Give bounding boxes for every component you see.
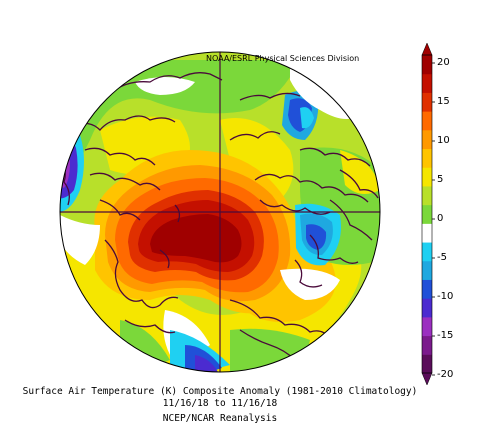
coastlines bbox=[60, 72, 379, 361]
colorbar-cell bbox=[422, 279, 432, 299]
colorbar-tick-label: 20 bbox=[437, 57, 450, 68]
colorbar-tick-label: -20 bbox=[437, 369, 454, 380]
caption-dates: 11/16/18 to 11/16/18 bbox=[162, 398, 278, 409]
colorbar-cell bbox=[422, 354, 432, 374]
colorbar-tick-label: 5 bbox=[437, 174, 444, 185]
colorbar-cell bbox=[422, 242, 432, 262]
colorbar-cell bbox=[422, 167, 432, 187]
colorbar-cell bbox=[422, 73, 432, 93]
colorbar-tick-label: -15 bbox=[437, 330, 454, 341]
credit-label: NOAA/ESRL Physical Sciences Division bbox=[206, 54, 360, 63]
map-boundary-circle bbox=[59, 51, 381, 373]
colorbar-cell bbox=[422, 298, 432, 318]
colorbar-tick-label: 0 bbox=[437, 213, 444, 224]
colorbar-cell bbox=[422, 335, 432, 355]
colorbar-cell bbox=[422, 260, 432, 280]
colorbar-cell bbox=[422, 185, 432, 206]
colorbar-tick-label: -5 bbox=[437, 252, 447, 263]
caption-source: NCEP/NCAR Reanalysis bbox=[162, 413, 278, 424]
colorbar-cell bbox=[422, 316, 432, 337]
colorbar-cell bbox=[422, 204, 432, 224]
colorbar-top-arrow bbox=[421, 42, 433, 56]
colorbar-cell bbox=[422, 111, 432, 131]
colorbar bbox=[421, 42, 435, 386]
colorbar-frame bbox=[421, 54, 433, 374]
colorbar-cell bbox=[422, 92, 432, 112]
colorbar-tick-label: 10 bbox=[437, 135, 450, 146]
colorbar-cell bbox=[422, 223, 432, 243]
colorbar-cell bbox=[422, 148, 432, 168]
colorbar-tick-label: -10 bbox=[437, 291, 454, 302]
colorbar-tick-label: 15 bbox=[437, 96, 450, 107]
colorbar-cell bbox=[422, 55, 432, 75]
colorbar-cell bbox=[422, 129, 432, 150]
colorbar-bottom-arrow bbox=[421, 372, 433, 386]
caption-title: Surface Air Temperature (K) Composite An… bbox=[22, 386, 418, 397]
